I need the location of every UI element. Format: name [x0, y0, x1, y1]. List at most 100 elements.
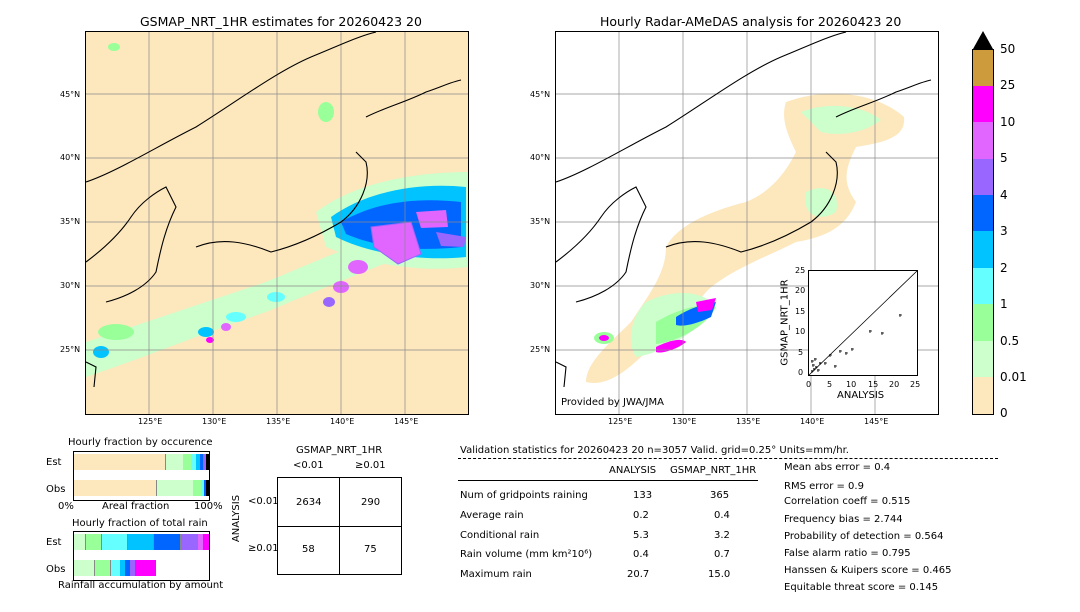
right-rain-field [586, 93, 905, 383]
score-5: False alarm ratio = 0.795 [784, 548, 911, 559]
total-rain-footer: Rainfall accumulation by amount [58, 580, 224, 591]
colorbar-label-001: 0.01 [1000, 370, 1027, 384]
total-rain-row-obs: Obs [46, 564, 66, 575]
stat-gsmap-4: 15.0 [708, 569, 731, 580]
total-rain-bar-est [74, 534, 209, 550]
stat-gsmap-3: 0.7 [714, 549, 730, 560]
scatter-xtick-20: 20 [889, 380, 900, 389]
stat-analysis-4: 20.7 [627, 569, 650, 580]
occurrence-chart [73, 451, 210, 501]
score-6: Hanssen & Kuipers score = 0.465 [784, 565, 952, 576]
right-lat-40: 40°N [530, 153, 551, 162]
left-lat-45: 45°N [60, 90, 81, 99]
left-lon-140: 140°E [330, 417, 355, 426]
scatter-ytick-10: 10 [795, 327, 806, 336]
right-lon-125: 125°E [608, 417, 633, 426]
colorbar-label-10: 10 [1000, 115, 1016, 129]
colorbar-seg-1-2 [973, 268, 993, 304]
colorbar-label-25: 25 [1000, 78, 1016, 92]
scatter-xlabel: ANALYSIS [837, 390, 885, 401]
left-lat-25: 25°N [60, 345, 81, 354]
colorbar-extend-arrow [972, 30, 994, 50]
colorbar-seg-10-25 [973, 86, 993, 122]
validation-divider-top [458, 458, 998, 459]
left-lat-30: 30°N [60, 281, 81, 290]
colorbar-label-5: 5 [1000, 151, 1008, 165]
scatter-ytick-0: 0 [798, 368, 804, 377]
scatter-xtick-15: 15 [868, 380, 879, 389]
scatter-ylabel: GSMAP_NRT_1HR [779, 279, 791, 366]
right-lon-140: 140°E [800, 417, 825, 426]
right-lat-30: 30°N [530, 281, 551, 290]
colorbar-label-50: 50 [1000, 42, 1016, 56]
colorbar-label-1: 1 [1000, 297, 1008, 311]
validation-header: Validation statistics for 20260423 20 n=… [460, 445, 849, 456]
left-map-grid [86, 32, 468, 414]
occurrence-bar-est [74, 454, 210, 470]
score-2: Correlation coeff = 0.515 [784, 496, 911, 507]
contingency-cell-12: 290 [361, 497, 381, 508]
contingency-cell-22: 75 [364, 544, 377, 555]
right-lon-135: 135°E [736, 417, 761, 426]
stat-analysis-2: 5.3 [633, 530, 649, 541]
left-map-title: GSMAP_NRT_1HR estimates for 20260423 20 [140, 14, 422, 29]
scatter-canvas [809, 271, 917, 375]
scatter-ytick-5: 5 [798, 348, 804, 357]
validation-col-gsmap: GSMAP_NRT_1HR [670, 465, 757, 476]
stat-gsmap-0: 365 [710, 490, 730, 501]
colorbar-seg-25-50 [973, 50, 993, 86]
right-map-title: Hourly Radar-AMeDAS analysis for 2026042… [600, 14, 902, 29]
occurrence-x-100: 100% [194, 501, 223, 512]
stat-label-0: Num of gridpoints raining [460, 490, 588, 501]
contingency-row-ge: ≥0.01 [248, 543, 279, 554]
right-lat-25: 25°N [530, 345, 551, 354]
colorbar-label-05: 0.5 [1000, 334, 1020, 348]
score-3: Frequency bias = 2.744 [784, 514, 903, 525]
scatter-xtick-5: 5 [827, 380, 833, 389]
stat-analysis-3: 0.4 [633, 549, 649, 560]
contingency-table: 2634 290 58 75 [277, 477, 402, 575]
total-rain-bar-obs [74, 560, 156, 576]
occurrence-bar-obs [74, 480, 210, 496]
scatter-xtick-10: 10 [846, 380, 857, 389]
left-lon-145: 145°E [394, 417, 419, 426]
stat-analysis-1: 0.2 [633, 510, 649, 521]
colorbar-label-3: 3 [1000, 224, 1008, 238]
left-lon-125: 125°E [138, 417, 163, 426]
occurrence-row-obs: Obs [46, 484, 66, 495]
scatter-ytick-20: 20 [795, 286, 806, 295]
stat-label-1: Average rain [460, 510, 524, 521]
left-lon-130: 130°E [202, 417, 227, 426]
colorbar [972, 49, 994, 415]
colorbar-seg-0-001 [973, 377, 993, 414]
validation-divider-head [458, 480, 758, 481]
contingency-row-lt: <0.01 [248, 496, 279, 507]
stat-gsmap-1: 0.4 [714, 510, 730, 521]
left-lat-35: 35°N [60, 217, 81, 226]
colorbar-seg-3-4 [973, 195, 993, 231]
stat-gsmap-2: 3.2 [714, 530, 730, 541]
contingency-row-axis: ANALYSIS [231, 494, 243, 543]
occurrence-x-0: 0% [58, 501, 74, 512]
validation-col-analysis: ANALYSIS [609, 465, 657, 476]
contingency-title: GSMAP_NRT_1HR [296, 445, 383, 456]
contingency-cell-21: 58 [302, 544, 315, 555]
colorbar-label-0: 0 [1000, 406, 1008, 420]
total-rain-chart [73, 531, 210, 581]
scatter-ytick-25: 25 [795, 266, 806, 275]
colorbar-seg-001-05 [973, 341, 993, 377]
colorbar-seg-5-10 [973, 122, 993, 159]
right-coastline [556, 32, 932, 388]
score-0: Mean abs error = 0.4 [784, 462, 891, 473]
left-lon-135: 135°E [266, 417, 291, 426]
left-map-canvas [86, 32, 468, 414]
occurrence-x-label: Areal fraction [102, 501, 170, 512]
total-rain-row-est: Est [46, 537, 62, 548]
scatter-ytick-15: 15 [795, 307, 806, 316]
right-lon-130: 130°E [672, 417, 697, 426]
score-4: Probability of detection = 0.564 [784, 531, 944, 542]
contingency-col-ge: ≥0.01 [355, 460, 386, 471]
stat-analysis-0: 133 [633, 490, 653, 501]
stat-label-3: Rain volume (mm km²10⁶) [460, 549, 593, 560]
scatter-xtick-0: 0 [806, 380, 812, 389]
